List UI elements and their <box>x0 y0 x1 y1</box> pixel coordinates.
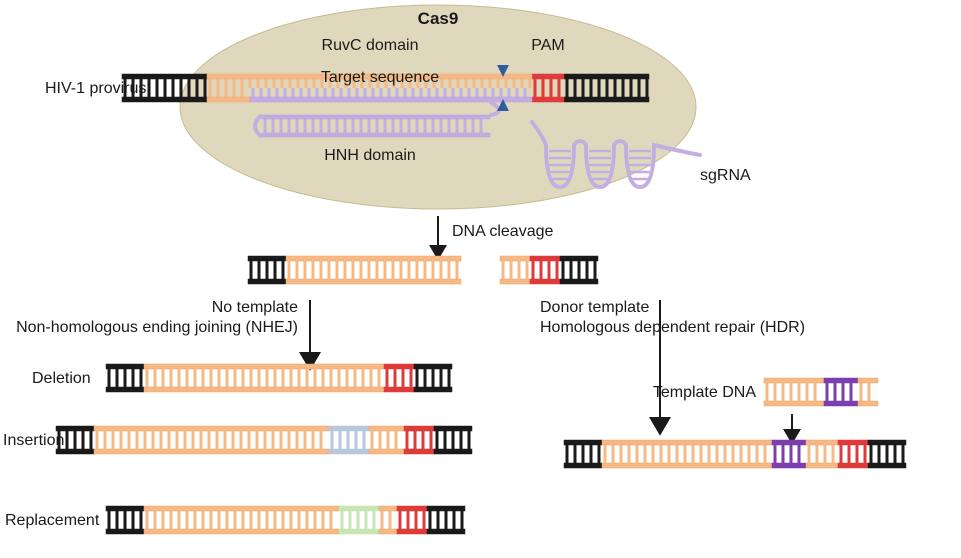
sgrna-label: sgRNA <box>700 167 751 184</box>
dna-segment-purple <box>824 378 858 406</box>
replacement-label: Replacement <box>5 512 100 529</box>
dna-segment-orange <box>500 256 530 284</box>
cleaved-dna <box>248 256 598 284</box>
template-dna-fragment <box>764 378 878 406</box>
dna-segment-black <box>106 364 144 392</box>
dna-segment-orange <box>858 378 878 406</box>
donor-template-label: Donor template <box>540 299 649 316</box>
nhej-outcomes <box>56 364 472 534</box>
dna-segment-orange <box>144 506 339 534</box>
nhej-arrow <box>299 300 321 371</box>
dna-segment-orange <box>144 364 384 392</box>
nhej-label: Non-homologous ending joining (NHEJ) <box>16 319 298 336</box>
dna-segment-black <box>427 506 465 534</box>
dna-segment-purple <box>772 440 806 468</box>
dna-segment-red <box>838 440 868 468</box>
dna-segment-red <box>530 256 560 284</box>
dna-segment-light_blue <box>329 426 369 454</box>
dna-segment-black <box>434 426 472 454</box>
dna-segment-orange <box>806 440 838 468</box>
dna-segment-black <box>868 440 906 468</box>
dna-segment-orange <box>286 256 461 284</box>
cas9-ellipse <box>180 5 696 209</box>
hnh-domain-label: HNH domain <box>324 147 416 164</box>
deletion-label: Deletion <box>32 370 91 387</box>
hiv1-provirus-label: HIV-1 provirus <box>45 80 146 97</box>
dna-segment-black <box>248 256 286 284</box>
insertion-label: Insertion <box>3 432 64 449</box>
dna-segment-black <box>564 440 602 468</box>
dna-segment-black <box>414 364 452 392</box>
dna-segment-black <box>106 506 144 534</box>
hdr-result <box>564 440 906 468</box>
dna-segment-orange <box>764 378 824 406</box>
dna-cleavage-label: DNA cleavage <box>452 223 553 240</box>
cas9-title: Cas9 <box>418 9 459 28</box>
dna-segment-light_green <box>339 506 379 534</box>
dna-segment-red <box>404 426 434 454</box>
dna-segment-red <box>397 506 427 534</box>
cleavage-arrow <box>429 216 447 260</box>
pam-label: PAM <box>531 37 564 54</box>
target-sequence-label: Target sequence <box>321 69 439 86</box>
hdr-label: Homologous dependent repair (HDR) <box>540 319 805 336</box>
dna-segment-orange <box>379 506 397 534</box>
dna-segment-black <box>560 256 598 284</box>
no-template-label: No template <box>212 299 298 316</box>
dna-segment-red <box>384 364 414 392</box>
dna-segment-orange <box>369 426 404 454</box>
dna-segment-orange <box>94 426 329 454</box>
template-dna-label: Template DNA <box>653 384 756 401</box>
ruvc-domain-label: RuvC domain <box>322 37 419 54</box>
dna-segment-orange <box>602 440 772 468</box>
